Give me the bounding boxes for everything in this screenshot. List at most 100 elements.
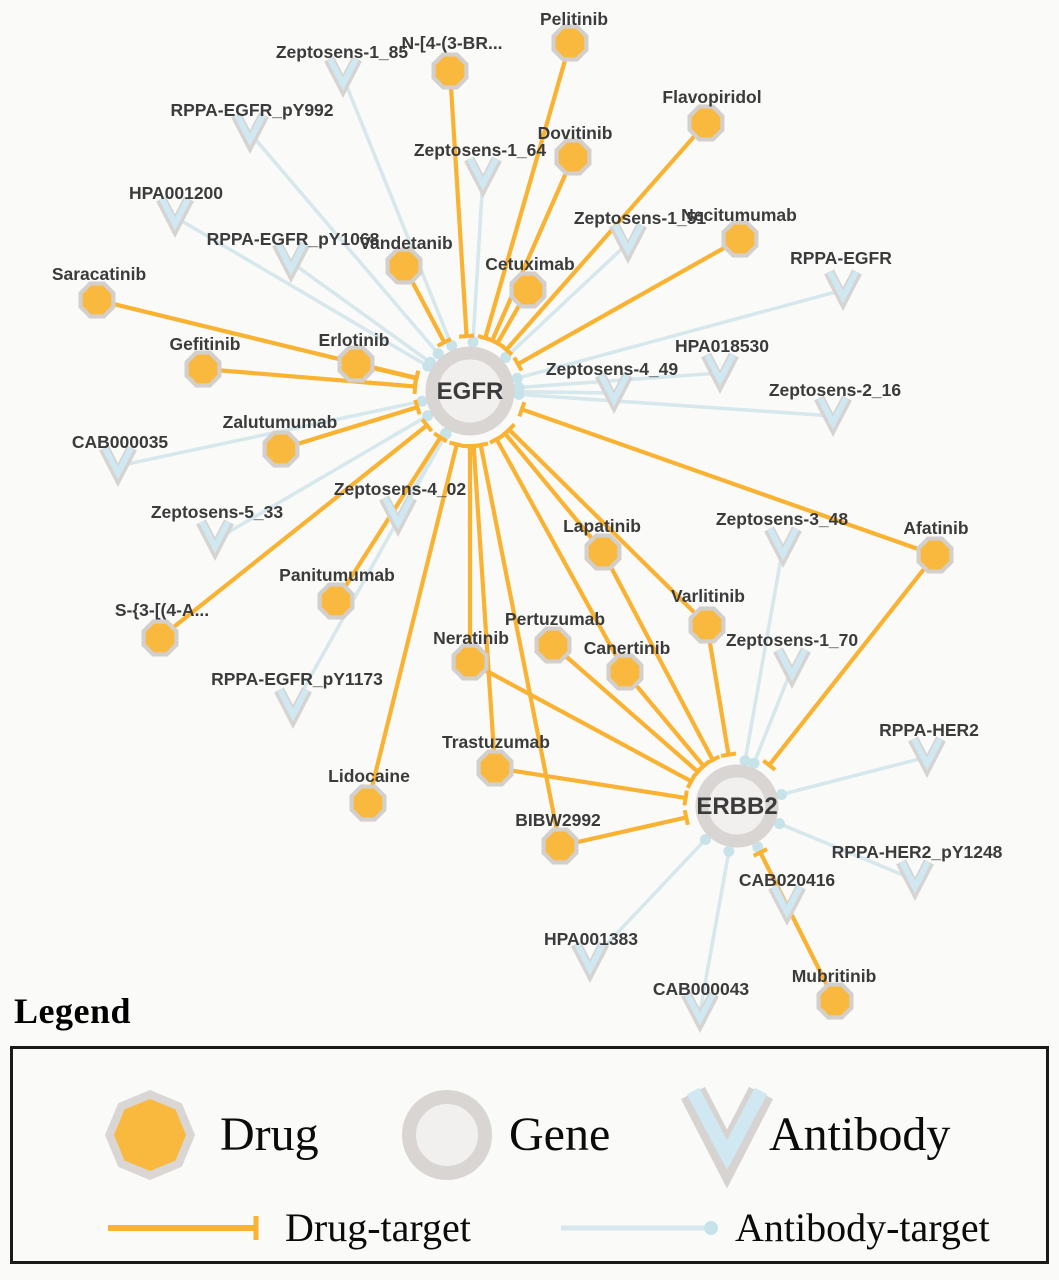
legend-antibody-target-label: Antibody-target xyxy=(735,1205,990,1250)
edge-antibody-py1068-egfr xyxy=(289,260,436,368)
node-label-necitumumab: Necitumumab xyxy=(681,205,797,225)
node-label-panitumumab: Panitumumab xyxy=(279,565,395,585)
antibody-node-rppaher2[interactable] xyxy=(908,736,946,778)
antibody-node-py1173[interactable] xyxy=(274,687,312,729)
drug-node-nbr[interactable] xyxy=(431,52,469,90)
drug-target-legend-line xyxy=(108,1216,259,1240)
antibody-node-z348[interactable] xyxy=(764,526,802,568)
drug-node-canertinib[interactable] xyxy=(606,653,644,691)
edge-antibody-py1173-egfr xyxy=(291,428,452,709)
node-label-lapatinib: Lapatinib xyxy=(563,516,641,536)
edge-drug-lidocaine-egfr xyxy=(365,440,465,804)
drug-node-flavopiridol[interactable] xyxy=(687,104,725,142)
node-label-cetuximab: Cetuximab xyxy=(485,254,574,274)
node-label-cab20416: CAB020416 xyxy=(739,870,836,890)
node-label-z449: Zeptosens-4_49 xyxy=(546,359,679,379)
edge-drug-afatinib-erbb2 xyxy=(762,553,937,772)
antibody-node-py992[interactable] xyxy=(231,112,269,154)
node-label-zalutumumab: Zalutumumab xyxy=(223,412,338,432)
antibody-node-cab35[interactable] xyxy=(99,445,137,487)
antibody-node-z402[interactable] xyxy=(379,495,417,537)
antibody-node-z216[interactable] xyxy=(814,395,852,437)
drug-node-saracatinib[interactable] xyxy=(78,281,116,319)
antibody-node-z164[interactable] xyxy=(464,156,502,198)
antibody-node-z449[interactable] xyxy=(595,372,633,414)
edge-drug-pertuzumab-erbb2 xyxy=(551,643,705,779)
edge-antibody-z348-erbb2 xyxy=(739,546,785,767)
edge-drug-varlitinib-erbb2 xyxy=(704,624,737,758)
edge-antibody-cab35-egfr xyxy=(117,395,428,468)
drug-node-gefitinib[interactable] xyxy=(184,350,222,388)
node-label-z216: Zeptosens-2_16 xyxy=(769,380,902,400)
node-label-canertinib: Canertinib xyxy=(584,638,671,658)
drug-node-neratinib[interactable] xyxy=(451,643,489,681)
node-label-rppaegfr: RPPA-EGFR xyxy=(790,248,892,268)
edge-drug-nbr-egfr xyxy=(447,70,475,339)
edge-antibody-rppaegfr-egfr xyxy=(511,288,844,384)
drug-node-zalutumumab[interactable] xyxy=(262,430,300,468)
node-label-varlitinib: Varlitinib xyxy=(671,586,745,606)
antibody-node-z533[interactable] xyxy=(196,519,234,561)
edge-drug-canertinib-egfr xyxy=(489,433,627,674)
drug-node-mubritinib[interactable] xyxy=(816,982,854,1020)
legend-title: Legend xyxy=(14,991,132,1031)
node-label-z164: Zeptosens-1_64 xyxy=(414,140,547,160)
node-label-py1068: RPPA-EGFR_pY1068 xyxy=(207,229,380,249)
edge-drug-s3a-egfr xyxy=(158,418,434,640)
legend-antibody-label: Antibody xyxy=(769,1108,951,1161)
drug-node-dovitinib[interactable] xyxy=(554,138,592,176)
node-label-saracatinib: Saracatinib xyxy=(52,264,146,284)
node-label-erlotinib: Erlotinib xyxy=(319,330,390,350)
node-label-neratinib: Neratinib xyxy=(433,628,509,648)
drug-node-erlotinib[interactable] xyxy=(337,345,375,383)
node-label-cab35: CAB000035 xyxy=(72,432,169,452)
antibody-node-py1248[interactable] xyxy=(896,859,934,901)
node-label-py1173: RPPA-EGFR_pY1173 xyxy=(211,669,383,689)
legend-drug-target-label: Drug-target xyxy=(285,1205,471,1250)
antibody-node-hpa1200[interactable] xyxy=(156,196,194,238)
antibody-node-cab43[interactable] xyxy=(681,991,719,1033)
edge-drug-trastuzumab-erbb2 xyxy=(494,765,689,806)
legend-drug-label: Drug xyxy=(220,1108,319,1161)
drug-node-varlitinib[interactable] xyxy=(688,606,726,644)
node-label-py992: RPPA-EGFR_pY992 xyxy=(170,100,333,120)
drug-node-pertuzumab[interactable] xyxy=(534,626,572,664)
antibody-node-cab20416[interactable] xyxy=(768,884,806,926)
drug-edges-layer xyxy=(96,42,937,1002)
node-label-z533: Zeptosens-5_33 xyxy=(151,502,284,522)
drug-node-vandetanib[interactable] xyxy=(385,247,423,285)
antibody-node-hpa18530[interactable] xyxy=(701,352,739,394)
gene-node-egfr[interactable]: EGFR xyxy=(425,346,515,436)
drug-node-s3a[interactable] xyxy=(141,619,179,657)
node-label-hpa1383: HPA001383 xyxy=(544,929,638,949)
gene-node-erbb2[interactable]: ERBB2 xyxy=(695,764,779,848)
drug-node-bibw[interactable] xyxy=(541,827,579,865)
node-label-z151: Zeptosens-1_51 xyxy=(574,208,707,228)
edge-drug-mubritinib-erbb2 xyxy=(752,847,837,1002)
drug-node-lidocaine[interactable] xyxy=(349,784,387,822)
node-label-dovitinib: Dovitinib xyxy=(538,123,613,143)
antibody-node-py1068[interactable] xyxy=(272,241,310,283)
antibody-node-z151[interactable] xyxy=(609,222,647,264)
node-label-z170: Zeptosens-1_70 xyxy=(726,630,859,650)
node-label-bibw: BIBW2992 xyxy=(515,810,601,830)
drug-node-afatinib[interactable] xyxy=(916,536,954,574)
antibody-node-z185[interactable] xyxy=(324,56,362,98)
legend-gene-label: Gene xyxy=(509,1108,611,1161)
edge-drug-necitumumab-egfr xyxy=(512,237,742,372)
edge-antibody-py1248-erbb2 xyxy=(773,818,916,882)
edge-antibody-py992-egfr xyxy=(248,131,444,360)
legend-box: Drug Gene Antibody Drug-target Antibody-… xyxy=(10,1046,1049,1264)
antibody-node-z170[interactable] xyxy=(773,647,811,689)
drug-node-panitumumab[interactable] xyxy=(317,582,355,620)
antibody-node-hpa1383[interactable] xyxy=(571,941,609,983)
antibody-node-rppaegfr[interactable] xyxy=(824,269,862,311)
node-label-hpa18530: HPA018530 xyxy=(675,336,769,356)
drug-node-necitumumab[interactable] xyxy=(721,220,759,258)
drug-node-pelitinib[interactable] xyxy=(551,24,589,62)
edge-antibody-z216-egfr xyxy=(513,388,834,418)
drug-node-lapatinib[interactable] xyxy=(584,533,622,571)
drug-node-cetuximab[interactable] xyxy=(509,271,547,309)
drug-node-trastuzumab[interactable] xyxy=(476,749,514,787)
